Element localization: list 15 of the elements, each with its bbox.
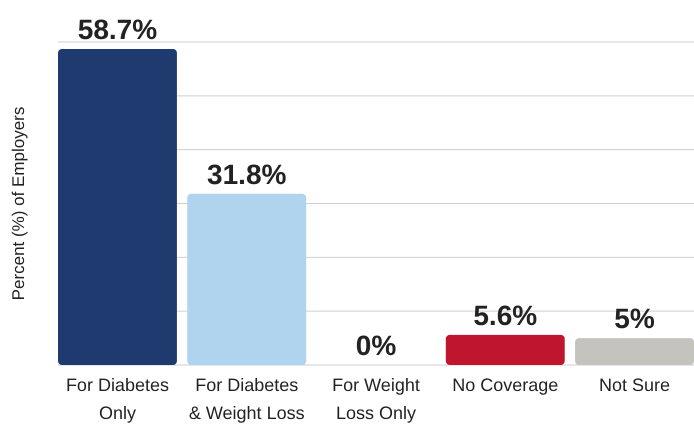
data-label: 58.7% — [78, 14, 158, 45]
x-tick-label: For Diabetes Only — [66, 375, 169, 423]
bar — [58, 49, 177, 365]
x-tick-label: Not Sure — [599, 375, 670, 395]
bar — [187, 194, 306, 365]
data-label: 31.8% — [207, 158, 287, 190]
x-tick-label: For Weight Loss Only — [332, 375, 420, 423]
data-label: 5% — [614, 303, 655, 334]
bar — [446, 334, 565, 365]
data-label: 5.6% — [473, 300, 538, 331]
bar — [575, 338, 694, 365]
y-axis-title: Percent (%) of Employers — [9, 106, 28, 300]
data-label: 0% — [356, 330, 396, 361]
x-tick-label: For Diabetes & Weight Loss — [188, 375, 305, 423]
x-tick-label: No Coverage — [452, 375, 558, 395]
